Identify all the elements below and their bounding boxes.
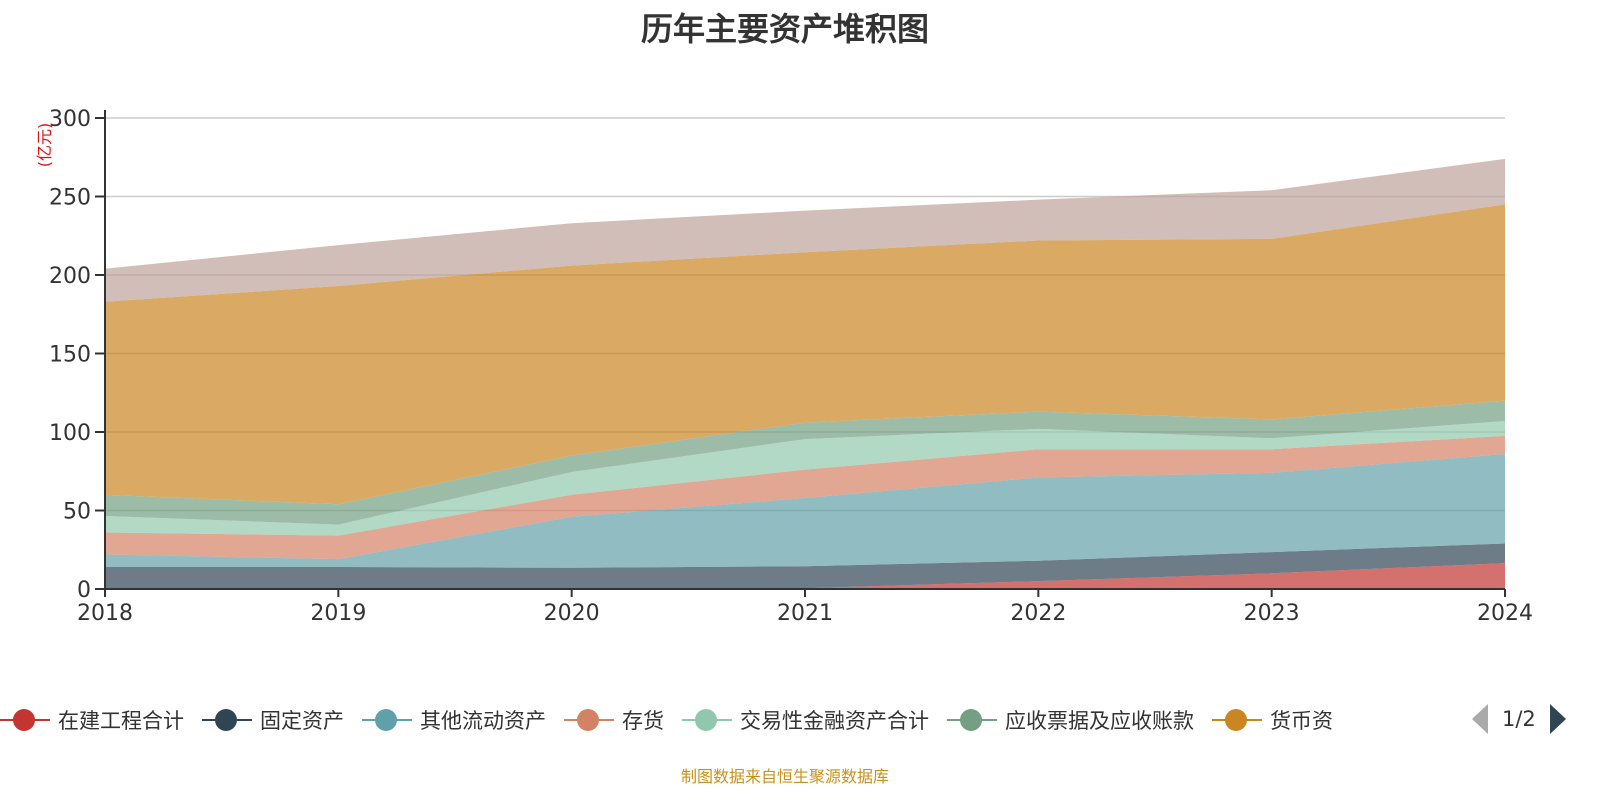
area-series-4 xyxy=(105,435,1505,560)
legend-marker-icon xyxy=(202,708,252,732)
y-tick-label: 250 xyxy=(49,186,91,211)
x-tick-label: 2023 xyxy=(1244,601,1300,626)
legend-label: 货币资金 xyxy=(1270,709,1334,733)
area-series-8 xyxy=(105,158,1505,302)
legend-prev-arrow-icon[interactable] xyxy=(1472,704,1488,734)
area-series-1 xyxy=(105,563,1505,589)
legend-marker-icon xyxy=(0,708,50,732)
legend: 在建工程合计 固定资产 其他流动资产 存货 交易性金融资产合计 应收票据及应收账款 货币资金 xyxy=(0,704,1352,736)
legend-label: 交易性金融资产合计 xyxy=(740,709,929,733)
legend-marker-icon xyxy=(947,708,997,732)
area-series-5 xyxy=(105,421,1505,536)
legend-item[interactable]: 应收票据及应收账款 xyxy=(947,705,1194,735)
legend-marker-icon xyxy=(682,708,732,732)
x-tick-label: 2018 xyxy=(77,601,133,626)
x-tick-label: 2024 xyxy=(1477,601,1533,626)
legend-item[interactable]: 货币资金 xyxy=(1212,705,1334,735)
stacked-area-chart: 0 50 100 150 200 250 300 2018 2019 2020 2021 2022 20… xyxy=(35,107,1533,626)
legend-item[interactable]: 其他流动资产 xyxy=(362,705,546,735)
legend-item[interactable]: 存货 xyxy=(564,705,664,735)
legend-marker-icon xyxy=(362,708,412,732)
y-tick-label: 100 xyxy=(49,421,91,446)
y-tick-label: 50 xyxy=(63,500,91,525)
legend-marker-icon xyxy=(1212,708,1262,732)
legend-item[interactable]: 交易性金融资产合计 xyxy=(682,705,929,735)
legend-label: 其他流动资产 xyxy=(420,709,546,733)
legend-item[interactable]: 在建工程合计 xyxy=(0,705,184,735)
legend-next-arrow-icon[interactable] xyxy=(1549,704,1566,734)
data-source-note: 制图数据来自恒生聚源数据库 xyxy=(680,767,889,786)
x-tick-label: 2021 xyxy=(777,601,833,626)
area-series-3 xyxy=(105,453,1505,568)
legend-label: 在建工程合计 xyxy=(58,709,184,733)
x-tick-label: 2022 xyxy=(1010,601,1066,626)
y-tick-label: 200 xyxy=(49,264,91,289)
legend-label: 应收票据及应收账款 xyxy=(1005,709,1194,733)
area-series-6 xyxy=(105,400,1505,525)
legend-marker-icon xyxy=(564,708,614,732)
area-series-7 xyxy=(105,204,1505,505)
y-tick-label: 0 xyxy=(77,578,91,603)
legend-item[interactable]: 固定资产 xyxy=(202,705,344,735)
y-tick-label: 150 xyxy=(49,343,91,368)
legend-page-indicator: 1/2 xyxy=(1502,707,1536,731)
chart-title: 历年主要资产堆积图 xyxy=(640,10,929,48)
legend-pager: 1/2 xyxy=(1472,704,1566,734)
legend-label: 存货 xyxy=(622,709,664,733)
x-tick-label: 2019 xyxy=(310,601,366,626)
y-axis-label: (亿元) xyxy=(35,123,54,168)
legend-label: 固定资产 xyxy=(260,709,344,733)
x-tick-label: 2020 xyxy=(544,601,600,626)
y-tick-label: 300 xyxy=(49,107,91,132)
